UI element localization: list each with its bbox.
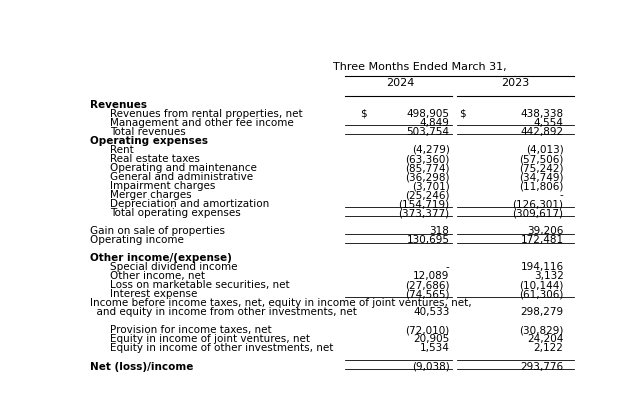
Text: (57,506): (57,506) bbox=[519, 154, 564, 164]
Text: Operating and maintenance: Operating and maintenance bbox=[110, 163, 257, 173]
Text: (85,774): (85,774) bbox=[405, 163, 449, 173]
Text: (75,242): (75,242) bbox=[519, 163, 564, 173]
Text: (154,719): (154,719) bbox=[398, 199, 449, 209]
Text: (4,279): (4,279) bbox=[412, 145, 449, 155]
Text: Revenues from rental properties, net: Revenues from rental properties, net bbox=[110, 109, 302, 119]
Text: -: - bbox=[446, 262, 449, 272]
Text: 2024: 2024 bbox=[386, 78, 414, 88]
Text: Depreciation and amortization: Depreciation and amortization bbox=[110, 199, 269, 209]
Text: 442,892: 442,892 bbox=[520, 127, 564, 137]
Text: Merger charges: Merger charges bbox=[110, 190, 191, 200]
Text: General and administrative: General and administrative bbox=[110, 172, 253, 182]
Text: (10,144): (10,144) bbox=[519, 280, 564, 290]
Text: (11,806): (11,806) bbox=[519, 181, 564, 191]
Text: (74,565): (74,565) bbox=[405, 289, 449, 299]
Text: 12,089: 12,089 bbox=[413, 271, 449, 281]
Text: Total revenues: Total revenues bbox=[110, 127, 186, 137]
Text: (30,829): (30,829) bbox=[519, 326, 564, 336]
Text: Equity in income of joint ventures, net: Equity in income of joint ventures, net bbox=[110, 334, 310, 344]
Text: Operating expenses: Operating expenses bbox=[90, 136, 208, 146]
Text: 39,206: 39,206 bbox=[527, 226, 564, 236]
Text: (27,686): (27,686) bbox=[405, 280, 449, 290]
Text: (34,749): (34,749) bbox=[519, 172, 564, 182]
Text: Income before income taxes, net, equity in income of joint ventures, net,: Income before income taxes, net, equity … bbox=[90, 298, 472, 308]
Text: Special dividend income: Special dividend income bbox=[110, 262, 237, 272]
Text: Interest expense: Interest expense bbox=[110, 289, 197, 299]
Text: (4,013): (4,013) bbox=[526, 145, 564, 155]
Text: (61,306): (61,306) bbox=[519, 289, 564, 299]
Text: 194,116: 194,116 bbox=[520, 262, 564, 272]
Text: 20,905: 20,905 bbox=[413, 334, 449, 344]
Text: (373,377): (373,377) bbox=[398, 208, 449, 218]
Text: Three Months Ended March 31,: Three Months Ended March 31, bbox=[333, 62, 507, 72]
Text: 24,204: 24,204 bbox=[527, 334, 564, 344]
Text: 2,122: 2,122 bbox=[534, 344, 564, 354]
Text: 498,905: 498,905 bbox=[406, 109, 449, 119]
Text: 318: 318 bbox=[429, 226, 449, 236]
Text: 438,338: 438,338 bbox=[520, 109, 564, 119]
Text: Rent: Rent bbox=[110, 145, 134, 155]
Text: 4,849: 4,849 bbox=[420, 118, 449, 128]
Text: Provision for income taxes, net: Provision for income taxes, net bbox=[110, 326, 271, 336]
Text: 2023: 2023 bbox=[501, 78, 529, 88]
Text: 4,554: 4,554 bbox=[534, 118, 564, 128]
Text: Other income/(expense): Other income/(expense) bbox=[90, 253, 232, 263]
Text: Loss on marketable securities, net: Loss on marketable securities, net bbox=[110, 280, 289, 290]
Text: Management and other fee income: Management and other fee income bbox=[110, 118, 294, 128]
Text: (3,701): (3,701) bbox=[412, 181, 449, 191]
Text: 3,132: 3,132 bbox=[534, 271, 564, 281]
Text: (72,010): (72,010) bbox=[405, 326, 449, 336]
Text: (9,038): (9,038) bbox=[412, 362, 449, 372]
Text: Equity in income of other investments, net: Equity in income of other investments, n… bbox=[110, 344, 333, 354]
Text: Impairment charges: Impairment charges bbox=[110, 181, 215, 191]
Text: Other income, net: Other income, net bbox=[110, 271, 205, 281]
Text: 293,776: 293,776 bbox=[520, 362, 564, 372]
Text: Revenues: Revenues bbox=[90, 100, 147, 110]
Text: 40,533: 40,533 bbox=[413, 307, 449, 318]
Text: 130,695: 130,695 bbox=[406, 235, 449, 245]
Text: 298,279: 298,279 bbox=[520, 307, 564, 318]
Text: 172,481: 172,481 bbox=[520, 235, 564, 245]
Text: and equity in income from other investments, net: and equity in income from other investme… bbox=[90, 307, 356, 318]
Text: $: $ bbox=[360, 109, 367, 119]
Text: (309,617): (309,617) bbox=[513, 208, 564, 218]
Text: (36,298): (36,298) bbox=[405, 172, 449, 182]
Text: Real estate taxes: Real estate taxes bbox=[110, 154, 200, 164]
Text: Total operating expenses: Total operating expenses bbox=[110, 208, 241, 218]
Text: Operating income: Operating income bbox=[90, 235, 184, 245]
Text: Net (loss)/income: Net (loss)/income bbox=[90, 362, 193, 372]
Text: (25,246): (25,246) bbox=[405, 190, 449, 200]
Text: 1,534: 1,534 bbox=[420, 344, 449, 354]
Text: Gain on sale of properties: Gain on sale of properties bbox=[90, 226, 225, 236]
Text: -: - bbox=[560, 190, 564, 200]
Text: (63,360): (63,360) bbox=[405, 154, 449, 164]
Text: 503,754: 503,754 bbox=[406, 127, 449, 137]
Text: $: $ bbox=[460, 109, 466, 119]
Text: (126,301): (126,301) bbox=[513, 199, 564, 209]
